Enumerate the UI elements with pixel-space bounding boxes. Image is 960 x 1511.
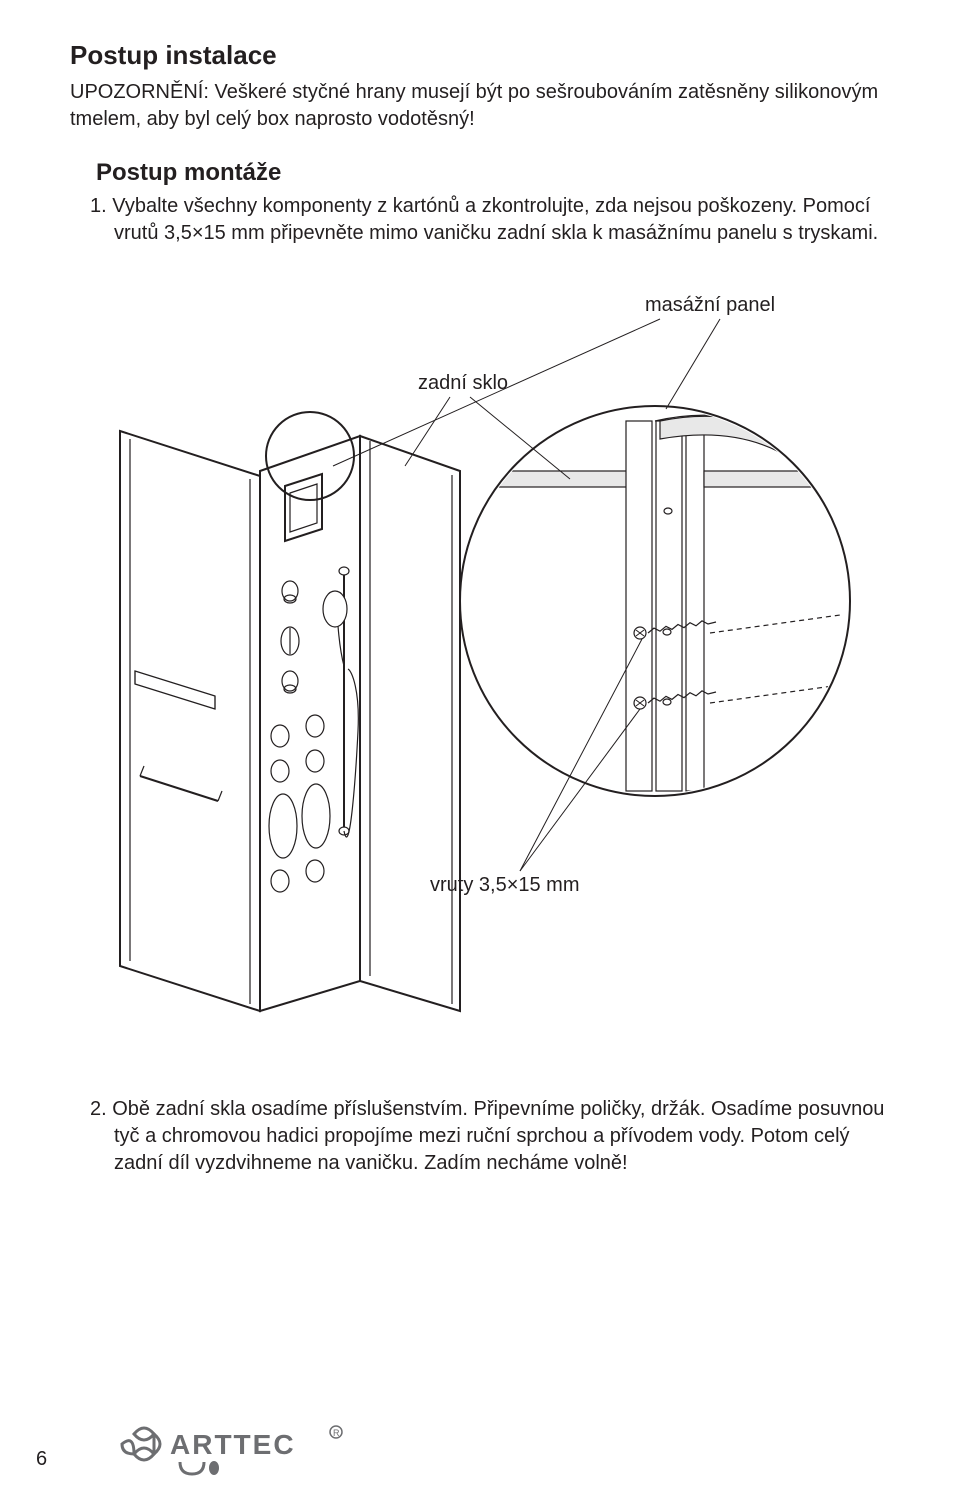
svg-text:zadní sklo: zadní sklo: [418, 372, 508, 394]
subtitle: Postup montáže: [96, 159, 890, 187]
assembly-diagram: masážní panel zadní sklo vruty 3,5×15 mm: [70, 271, 890, 1056]
svg-text:vruty 3,5×15 mm: vruty 3,5×15 mm: [430, 874, 580, 896]
step-1: 1. Vybalte všechny komponenty z kartónů …: [90, 193, 890, 247]
page-title: Postup instalace: [70, 40, 890, 71]
svg-text:R: R: [333, 1428, 340, 1438]
page-number: 6: [36, 1448, 47, 1471]
svg-text:masážní panel: masážní panel: [645, 294, 775, 316]
svg-text:ARTTEC: ARTTEC: [170, 1429, 296, 1460]
step-2: 2. Obě zadní skla osadíme příslušenstvím…: [90, 1096, 890, 1177]
arttec-logo: ARTTEC R: [120, 1422, 350, 1481]
warning-text: UPOZORNĚNÍ: Veškeré styčné hrany musejí …: [70, 79, 890, 133]
